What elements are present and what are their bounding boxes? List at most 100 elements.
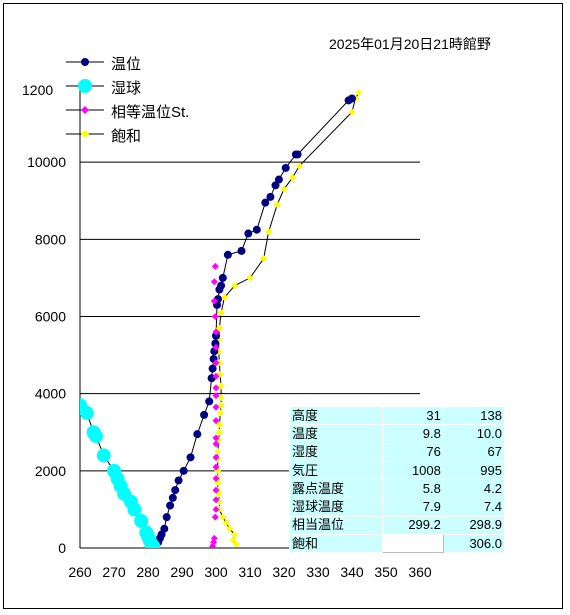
chart-canvas: 0 2000 4000 6000 8000 10000 1200 260 270 280 290 30… <box>22 82 432 580</box>
saturation-point <box>217 401 225 409</box>
saturation-point <box>246 274 254 282</box>
x-tick-label: 350 <box>374 564 398 580</box>
theta-point <box>261 198 270 207</box>
legend-marker-circle-icon <box>66 58 104 66</box>
theta-point <box>205 397 214 406</box>
legend-item-theta: 温位 <box>64 52 234 76</box>
value-1: 9.8 <box>381 424 444 444</box>
theta-e-point <box>212 392 220 400</box>
x-tick-label: 300 <box>204 564 228 580</box>
table-row: 湿度 76 67 <box>289 442 506 462</box>
value-1: 1008 <box>381 460 444 481</box>
theta-point <box>274 175 283 184</box>
table-row: 露点温度 5.8 4.2 <box>289 479 506 499</box>
theta-point <box>217 281 226 290</box>
legend-marker-diamond-yellow-icon <box>66 130 104 138</box>
theta-e-point <box>212 372 220 380</box>
saturation-point <box>289 174 296 182</box>
value-2: 138 <box>442 405 506 426</box>
theta-point <box>193 430 202 439</box>
theta-e-point <box>212 475 220 483</box>
legend-label-theta-e: 相等温位St. <box>111 104 190 121</box>
value-2: 10.0 <box>442 424 506 444</box>
theta-e-point <box>209 542 217 548</box>
table-row: 高度 31 138 <box>289 405 506 426</box>
saturation-point <box>217 382 225 390</box>
value-1: 5.8 <box>381 479 444 499</box>
legend-item-wetbulb: 湿球 <box>64 76 234 100</box>
row-label: 湿度 <box>289 442 383 462</box>
x-tick-label: 310 <box>238 564 262 580</box>
theta-e-point <box>212 463 220 471</box>
series-line <box>217 92 360 545</box>
y-tick-label: 8000 <box>35 231 66 247</box>
theta-point <box>218 273 227 282</box>
row-label: 露点温度 <box>289 479 383 499</box>
wetbulb-point <box>134 513 149 528</box>
theta-point <box>244 229 253 238</box>
theta-point <box>171 486 180 495</box>
row-label: 温度 <box>289 424 383 444</box>
theta-point <box>223 250 232 259</box>
theta-point <box>252 225 261 234</box>
saturation-point <box>215 428 223 436</box>
y-tick-label: 10000 <box>27 154 66 170</box>
theta-point <box>271 181 280 190</box>
saturation-point <box>222 519 230 527</box>
saturation-point <box>226 525 234 533</box>
value-1: 299.2 <box>381 515 444 536</box>
value-2: 4.2 <box>442 479 506 499</box>
row-label: 気圧 <box>289 460 383 481</box>
chart-title: 2025年01月20日21時館野 <box>329 36 491 52</box>
theta-e-point <box>212 453 220 461</box>
x-tick-label: 320 <box>272 564 296 580</box>
chart-frame: 0 2000 4000 6000 8000 10000 1200 260 270 280 290 30… <box>3 3 563 609</box>
table-row: 気圧 1008 995 <box>289 460 506 481</box>
legend: 温位 湿球 相等温位St. 飽和 <box>64 52 234 148</box>
y-tick-label: 6000 <box>35 309 66 325</box>
saturation-point <box>295 162 303 170</box>
wetbulb-point <box>146 539 161 548</box>
wetbulb-point <box>80 405 94 420</box>
theta-e-point <box>212 328 220 336</box>
wetbulb-point <box>96 448 111 463</box>
plot-series-group <box>80 89 363 548</box>
value-2: 306.0 <box>442 534 506 554</box>
value-2: 995 <box>442 460 506 481</box>
table-row: 温度 9.8 10.0 <box>289 424 506 444</box>
theta-e-point <box>210 534 218 542</box>
saturation-point <box>231 282 239 290</box>
value-2: 7.4 <box>442 497 506 517</box>
theta-point <box>237 246 246 255</box>
saturation-point <box>217 309 225 317</box>
y-tick-label: 1200 <box>22 82 53 98</box>
wetbulb-point <box>88 429 103 444</box>
legend-marker-big-circle-icon <box>66 79 104 93</box>
x-tick-label: 330 <box>306 564 330 580</box>
theta-e-point <box>212 384 220 392</box>
saturation-point <box>219 513 227 521</box>
saturation-point <box>214 448 222 456</box>
x-tick-label: 280 <box>136 564 160 580</box>
theta-point <box>348 94 356 103</box>
saturation-point <box>273 201 281 209</box>
theta-point <box>179 466 188 475</box>
theta-e-point <box>212 403 220 411</box>
theta-point <box>212 331 220 340</box>
theta-point <box>200 410 209 419</box>
theta-point <box>266 192 275 201</box>
legend-label-saturation: 飽和 <box>111 128 142 145</box>
theta-e-point <box>212 505 220 513</box>
saturation-point <box>217 394 225 402</box>
saturation-point <box>280 185 288 193</box>
legend-label-wetbulb: 湿球 <box>111 80 142 97</box>
theta-point <box>281 163 290 172</box>
saturation-point <box>215 421 223 429</box>
row-label: 湿球温度 <box>289 497 383 517</box>
saturation-point <box>231 530 239 538</box>
y-tick-label: 4000 <box>35 386 66 402</box>
saturation-point <box>229 536 237 544</box>
theta-e-point <box>212 343 220 351</box>
legend-item-saturation: 飽和 <box>64 124 234 148</box>
table-row: 飽和 306.0 <box>289 534 506 554</box>
